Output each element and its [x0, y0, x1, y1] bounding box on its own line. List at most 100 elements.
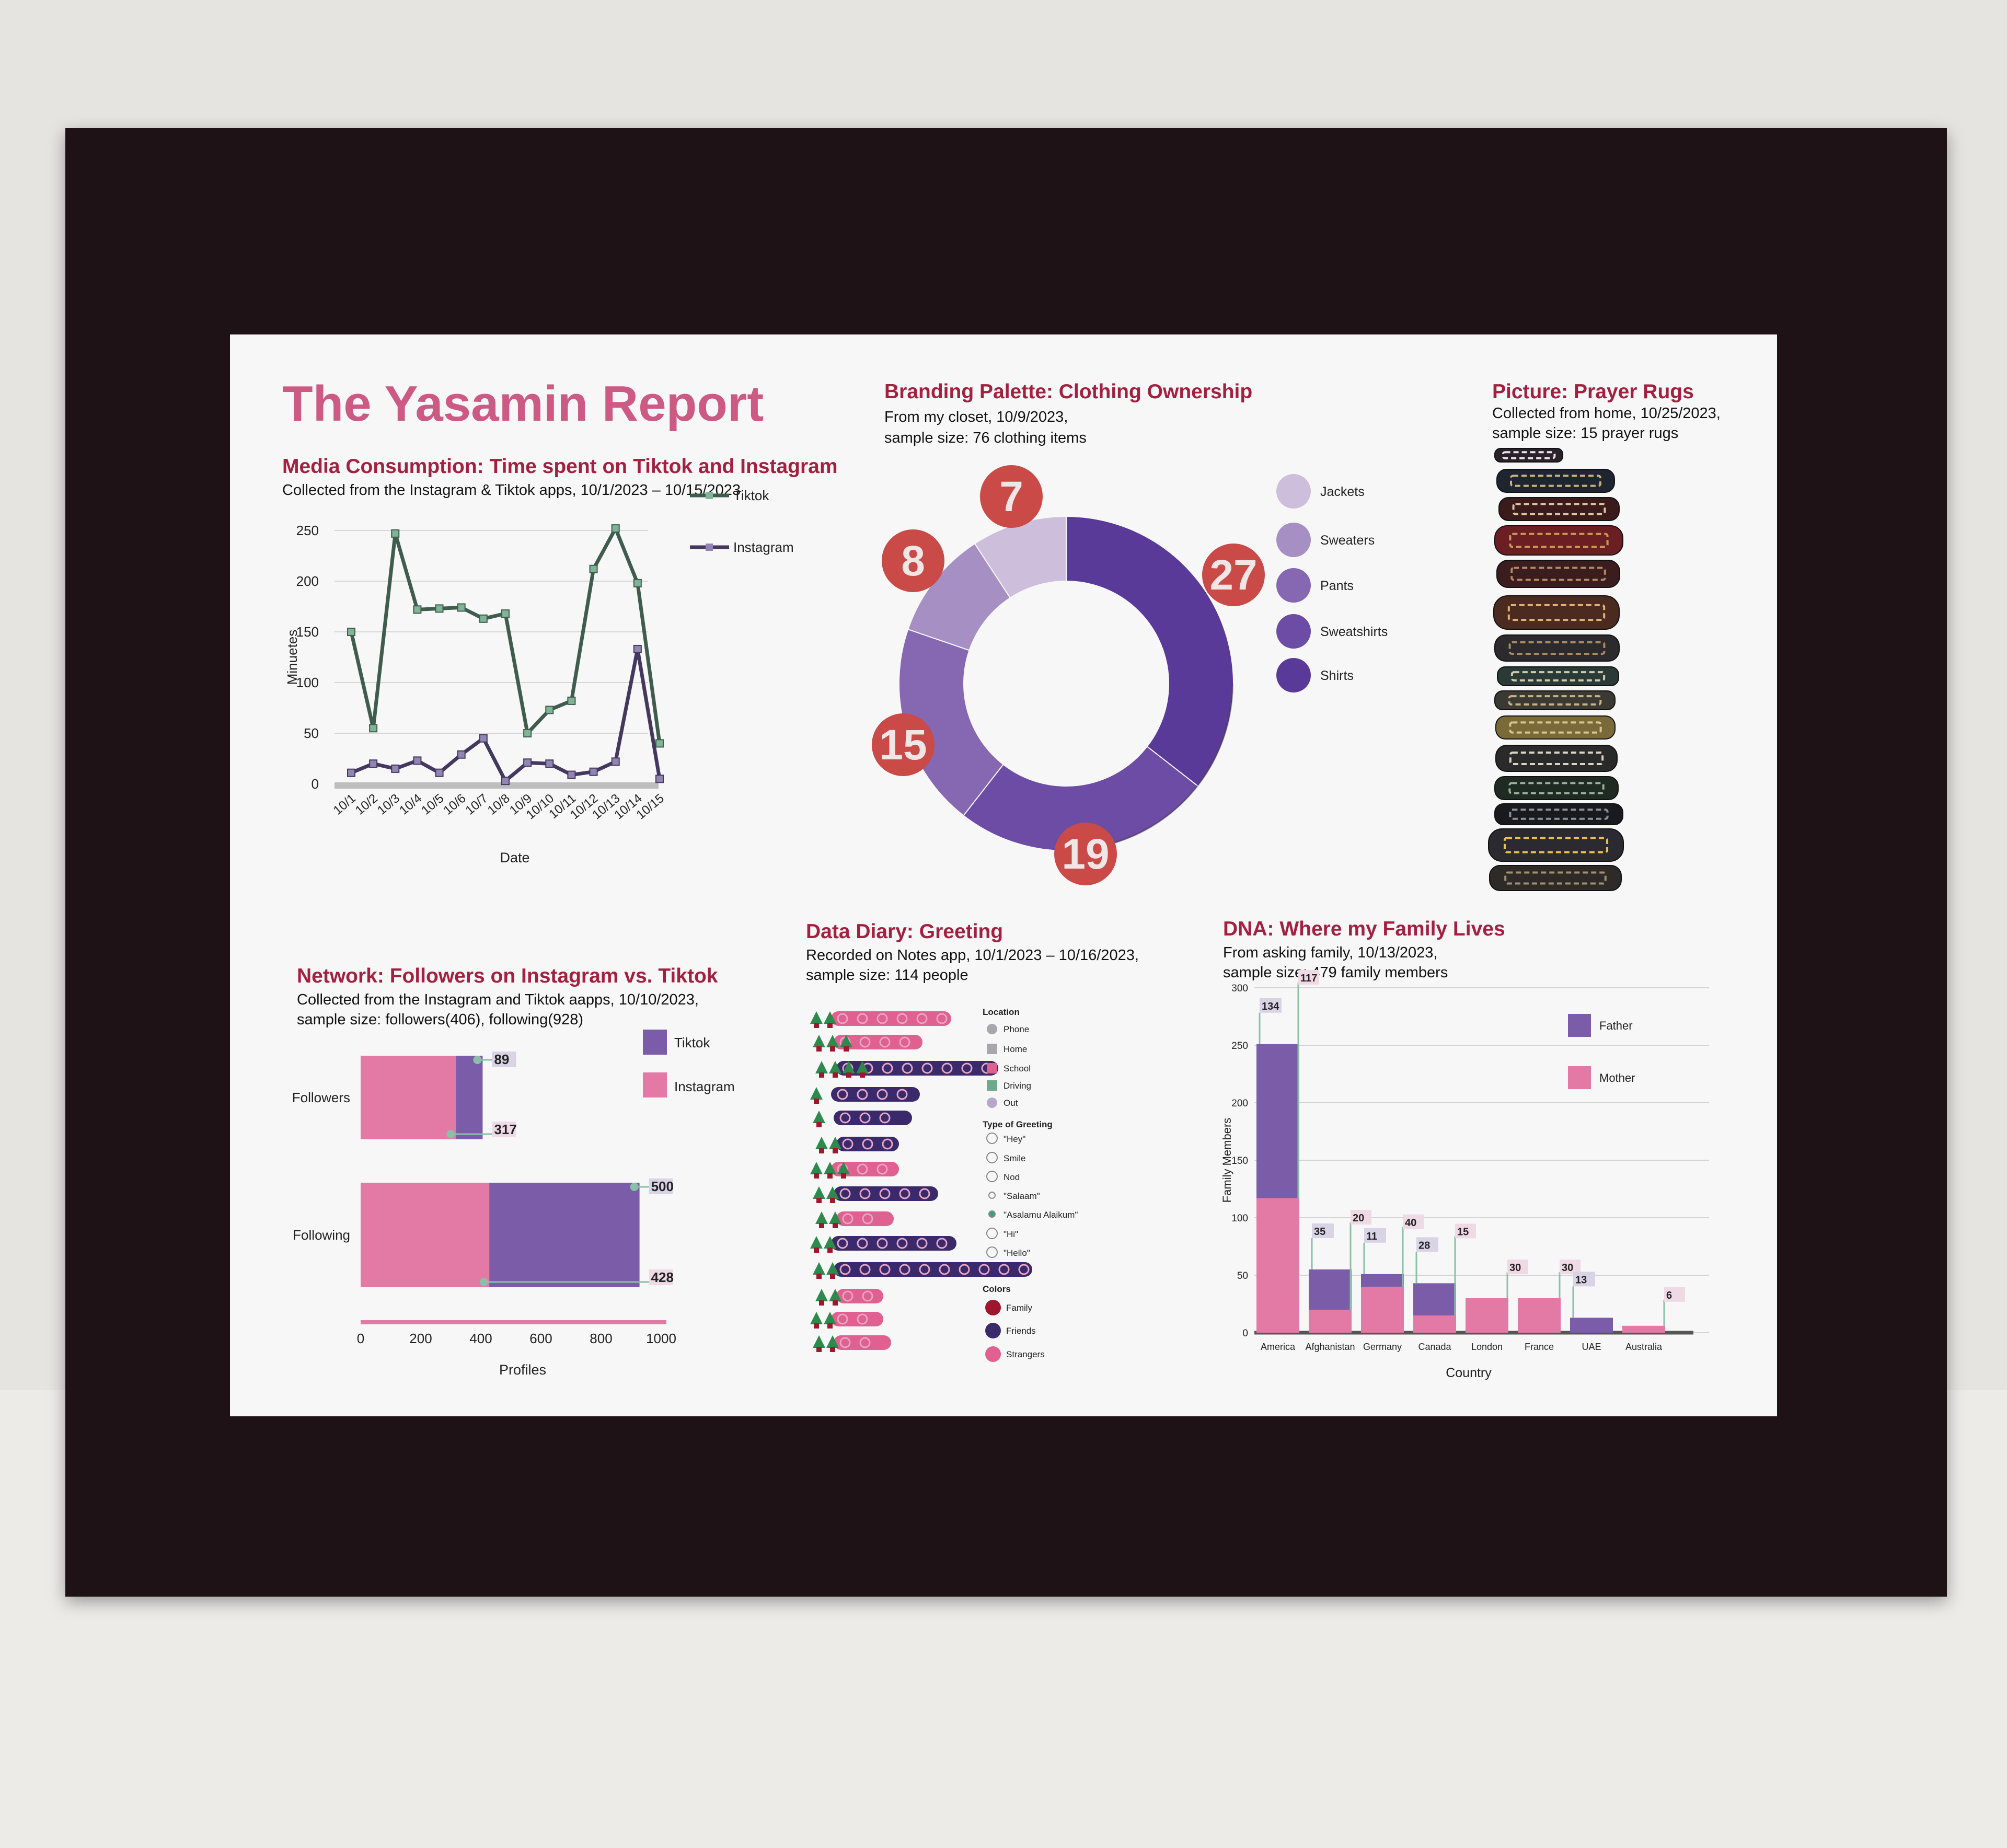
- legend-label: Instagram: [733, 539, 794, 555]
- value-badge: [882, 529, 944, 592]
- location-house: [830, 1198, 835, 1203]
- bar-instagram: [361, 1183, 490, 1287]
- location-tree: [810, 1162, 823, 1174]
- value-label: 11: [1366, 1231, 1377, 1242]
- dna-subtitle-2: sample size: 479 family members: [1223, 964, 1448, 981]
- greeting-bar: [836, 1211, 894, 1226]
- greeting-mark: [939, 1264, 950, 1275]
- legend-swatch-greeting: [986, 1133, 998, 1144]
- value-label: 134: [1262, 1001, 1279, 1012]
- value-label: 428: [651, 1269, 674, 1285]
- legend-label: "Hi": [1004, 1229, 1018, 1239]
- value-tag: [1298, 970, 1319, 985]
- rug-pattern: [1510, 671, 1606, 682]
- location-tree: [843, 1061, 855, 1073]
- legend-label: Tiktok: [674, 1035, 710, 1050]
- leader-dot: [630, 1183, 639, 1191]
- location-tree: [826, 1186, 839, 1199]
- stacked-bar-chart-dna: 0 50 100 150 200 250 300 Family Members Country A…: [1220, 970, 1709, 1380]
- greeting-mark: [879, 1112, 891, 1124]
- legend-label: Friends: [1006, 1326, 1036, 1336]
- data-point: [369, 759, 378, 768]
- location-tree: [829, 1289, 841, 1301]
- greeting-mark: [842, 1213, 853, 1225]
- legend-label: Smile: [1004, 1153, 1026, 1163]
- network-subtitle-1: Collected from the Instagram and Tiktok …: [297, 991, 699, 1008]
- leader-dot: [446, 1130, 455, 1138]
- dna-heading: DNA: Where my Family Lives: [1223, 918, 1505, 940]
- data-point: [391, 764, 400, 773]
- value-tag: [492, 1122, 516, 1137]
- greeting-mark: [916, 1013, 928, 1024]
- greeting-mark: [842, 1138, 853, 1150]
- legend-swatch-location: [987, 1080, 997, 1091]
- legend-swatch-location: [987, 1098, 997, 1108]
- data-point: [347, 628, 355, 636]
- value-tag: [1312, 1223, 1334, 1238]
- leader-dot: [480, 1278, 489, 1286]
- x-tick-label: 10/5: [419, 791, 446, 818]
- rugs-heading: Picture: Prayer Rugs: [1492, 380, 1694, 403]
- data-point: [435, 768, 444, 777]
- bar-mother: [1309, 1310, 1352, 1333]
- x-tick-label: 10/6: [441, 791, 468, 818]
- diary-subtitle-1: Recorded on Notes app, 10/1/2023 – 10/16…: [806, 947, 1139, 964]
- donut-slice-sweatshirts: [963, 745, 1199, 851]
- data-diary-visualization: Location Phone Home School Driving Out Type of…: [810, 1007, 1078, 1362]
- value-tag: [1664, 1287, 1685, 1302]
- legend-swatch-greeting: [988, 1210, 996, 1218]
- legend-label: Father: [1599, 1019, 1633, 1032]
- greeting-mark: [857, 1238, 868, 1249]
- diary-subtitle-2: sample size: 114 people: [806, 967, 968, 984]
- prayer-rug: [1489, 865, 1622, 891]
- prayer-rugs-picture: [1488, 448, 1624, 891]
- legend-label: Nod: [1004, 1172, 1020, 1182]
- prayer-rug: [1495, 715, 1616, 740]
- x-tick-label: 10/4: [397, 791, 424, 818]
- value-badge: [1202, 544, 1265, 606]
- location-tree: [813, 1186, 825, 1199]
- x-tick-label: America: [1261, 1342, 1296, 1352]
- value-tag: [649, 1179, 673, 1194]
- prayer-rug: [1494, 776, 1619, 800]
- legend-label: Driving: [1004, 1081, 1031, 1091]
- location-tree: [810, 1087, 823, 1100]
- legend-swatch-shirts: [1276, 658, 1311, 692]
- bar-tiktok: [489, 1183, 640, 1287]
- bar-mother: [1256, 1198, 1299, 1333]
- y-tick-label: 0: [312, 776, 319, 792]
- location-tree: [815, 1211, 828, 1224]
- x-axis-label: Profiles: [499, 1362, 546, 1378]
- data-point: [611, 757, 620, 766]
- prayer-rug: [1494, 690, 1616, 710]
- greeting-mark: [941, 1062, 953, 1074]
- media-subtitle: Collected from the Instagram & Tiktok ap…: [282, 482, 741, 499]
- greeting-mark: [839, 1337, 851, 1348]
- value-badge: [1054, 823, 1117, 885]
- value-label: 30: [1509, 1262, 1521, 1274]
- greeting-mark: [876, 1013, 888, 1024]
- greeting-mark: [857, 1013, 868, 1024]
- media-heading: Media Consumption: Time spent on Tiktok …: [282, 455, 838, 478]
- bar-mother: [1518, 1298, 1561, 1333]
- value-label: 8: [901, 537, 925, 585]
- legend-title-location: Location: [983, 1007, 1020, 1017]
- legend-label: "Salaam": [1004, 1191, 1040, 1201]
- greeting-mark: [857, 1313, 868, 1325]
- greeting-mark: [1018, 1264, 1030, 1275]
- legend-swatch-location: [987, 1044, 997, 1054]
- location-tree: [810, 1236, 823, 1249]
- legend-label: Tiktok: [733, 488, 769, 503]
- location-house: [816, 1122, 822, 1127]
- greeting-mark: [899, 1188, 910, 1199]
- y-tick-label: 100: [296, 675, 319, 690]
- greeting-mark: [899, 1264, 910, 1275]
- location-tree: [815, 1289, 828, 1301]
- bar-instagram: [361, 1056, 456, 1139]
- greeting-mark: [839, 1264, 851, 1275]
- y-tick-label: 250: [296, 523, 319, 538]
- bar-mother: [1413, 1315, 1456, 1333]
- rug-pattern: [1510, 567, 1606, 581]
- bar-father: [1570, 1318, 1613, 1333]
- legend-swatch-father: [1568, 1014, 1591, 1037]
